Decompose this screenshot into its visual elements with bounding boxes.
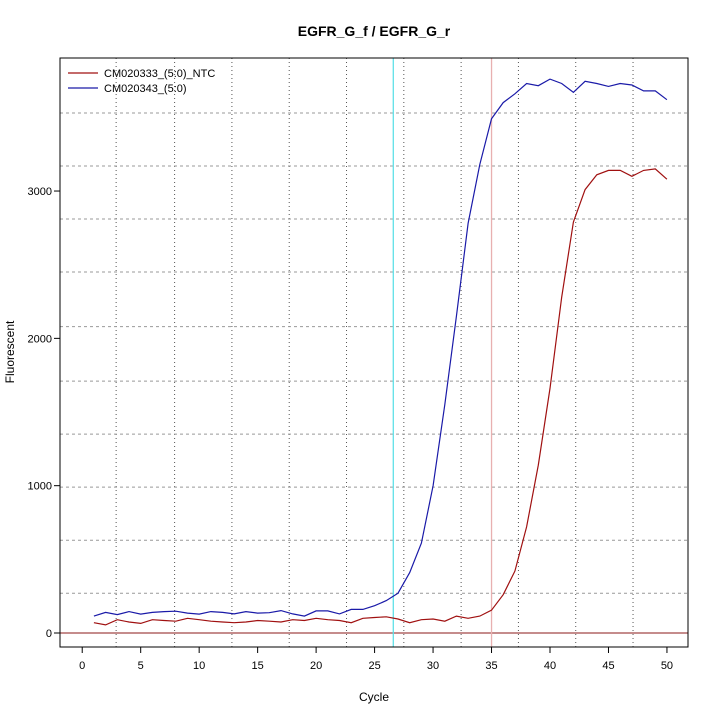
series-line-1 [93,168,668,626]
x-tick-label: 25 [368,660,380,672]
x-tick-label: 10 [193,660,205,672]
x-tick-label: 30 [427,660,439,672]
y-tick-label: 3000 [28,186,52,198]
x-tick-label: 20 [310,660,322,672]
y-axis-label: Fluorescent [3,320,17,383]
x-tick-label: 0 [79,660,85,672]
x-tick-label: 5 [138,660,144,672]
chart-title: EGFR_G_f / EGFR_G_r [298,23,451,39]
y-tick-label: 0 [46,628,52,640]
legend-label: CM020333_(5:0)_NTC [104,68,215,80]
series-line-2 [93,78,668,617]
y-tick-label: 2000 [28,333,52,345]
legend-label: CM020343_(5:0) [104,83,187,95]
x-tick-label: 15 [252,660,264,672]
x-tick-label: 35 [485,660,497,672]
x-tick-label: 40 [544,660,556,672]
x-tick-label: 45 [602,660,614,672]
y-tick-label: 1000 [28,481,52,493]
x-tick-label: 50 [661,660,673,672]
x-axis-label: Cycle [359,690,389,704]
legend: CM020333_(5:0)_NTC CM020343_(5:0) [68,68,215,95]
plot-frame [59,57,689,648]
